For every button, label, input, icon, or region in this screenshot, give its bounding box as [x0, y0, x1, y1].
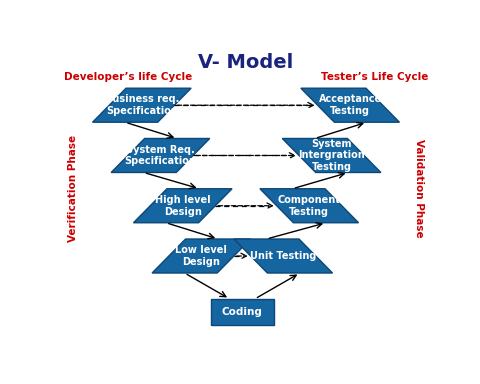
Text: Verification Phase: Verification Phase [68, 134, 78, 242]
Polygon shape [152, 239, 251, 273]
Text: Unit Testing: Unit Testing [250, 251, 316, 261]
Text: V- Model: V- Model [198, 53, 294, 73]
Text: Component
Testing: Component Testing [278, 195, 341, 217]
Text: High level
Design: High level Design [155, 195, 211, 217]
Bar [211, 299, 274, 326]
Polygon shape [111, 139, 210, 172]
Polygon shape [93, 88, 191, 122]
Text: Validation Phase: Validation Phase [414, 139, 424, 237]
Text: Acceptance
Testing: Acceptance Testing [319, 94, 382, 116]
Text: Business req.
Specification: Business req. Specification [105, 94, 179, 116]
Text: System Req.
Specification: System Req. Specification [124, 145, 196, 166]
Polygon shape [282, 139, 381, 172]
Polygon shape [133, 189, 232, 223]
Text: Low level
Design: Low level Design [175, 245, 228, 267]
Polygon shape [260, 189, 359, 223]
Polygon shape [301, 88, 399, 122]
Text: System
Intergration
Testing: System Intergration Testing [298, 139, 365, 172]
Text: Developer’s life Cycle: Developer’s life Cycle [64, 72, 192, 82]
Text: Tester’s Life Cycle: Tester’s Life Cycle [321, 72, 428, 82]
Polygon shape [234, 239, 333, 273]
Text: Coding: Coding [222, 307, 263, 317]
